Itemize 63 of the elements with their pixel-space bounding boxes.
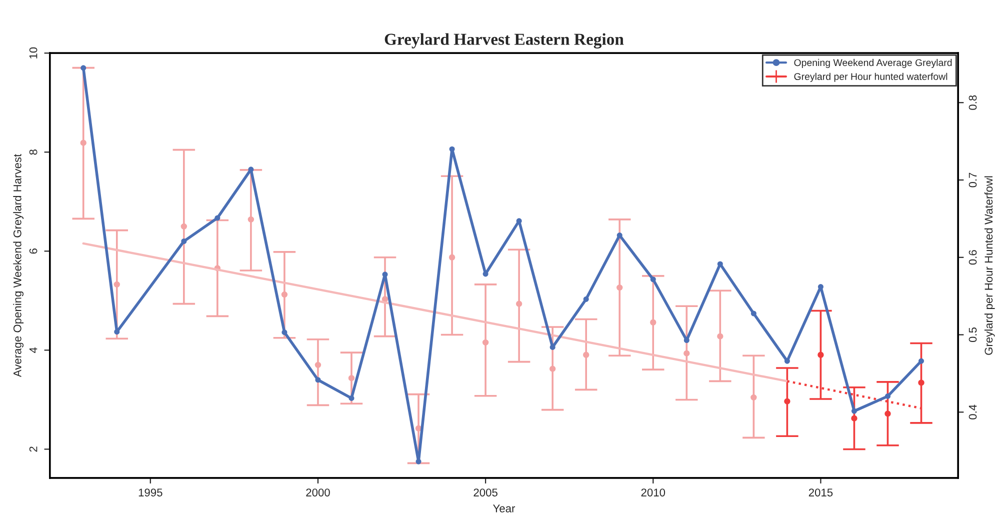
point bbox=[248, 216, 254, 223]
point bbox=[415, 425, 422, 432]
point bbox=[784, 358, 790, 364]
point bbox=[918, 358, 924, 364]
point bbox=[918, 380, 924, 386]
point bbox=[616, 232, 622, 238]
y-axis-title: Average Opening Weekend Greylard Harvest bbox=[13, 154, 24, 378]
point bbox=[114, 281, 120, 288]
y-tick-label: 10 bbox=[29, 47, 38, 58]
point bbox=[818, 352, 824, 358]
y2-tick-label: 0.4 bbox=[968, 404, 977, 420]
point bbox=[181, 238, 187, 244]
y2-tick-label: 0.5 bbox=[968, 327, 977, 342]
point bbox=[180, 223, 188, 230]
point bbox=[884, 393, 891, 399]
point bbox=[382, 272, 388, 278]
point bbox=[448, 254, 456, 260]
point bbox=[282, 330, 288, 336]
point bbox=[750, 394, 757, 401]
point bbox=[449, 146, 455, 152]
y2-tick-label: 0.7 bbox=[968, 172, 977, 188]
point bbox=[684, 350, 690, 356]
point bbox=[582, 352, 590, 358]
point bbox=[650, 319, 656, 326]
y-tick-label: 2 bbox=[29, 446, 38, 452]
point bbox=[549, 366, 556, 372]
y2-tick-label: 0.8 bbox=[968, 95, 977, 110]
x-tick-label: 1995 bbox=[138, 488, 162, 496]
point bbox=[583, 296, 589, 302]
point bbox=[382, 296, 388, 302]
point bbox=[482, 339, 489, 346]
point bbox=[750, 310, 756, 316]
point bbox=[616, 284, 623, 291]
x-tick-label: 2010 bbox=[641, 488, 666, 496]
point bbox=[214, 215, 220, 221]
point bbox=[650, 276, 656, 282]
x-tick-label: 2015 bbox=[808, 488, 833, 496]
point bbox=[884, 410, 891, 417]
y-tick-label: 4 bbox=[29, 347, 38, 353]
point bbox=[281, 291, 288, 298]
x-axis-title: Year bbox=[493, 504, 516, 512]
point bbox=[416, 458, 422, 464]
point bbox=[315, 377, 321, 383]
point bbox=[348, 374, 355, 382]
y-tick-label: 6 bbox=[29, 248, 38, 254]
legend-label: Greylard per Hour hunted waterfowl bbox=[794, 72, 948, 82]
point bbox=[851, 408, 857, 414]
chart-title: Greylard Harvest Eastern Region bbox=[384, 33, 624, 48]
point bbox=[717, 333, 724, 340]
point bbox=[516, 300, 522, 307]
point bbox=[784, 398, 790, 404]
y2-axis-title: Greylard per Hour Hunted Waterfowl bbox=[984, 176, 995, 355]
point bbox=[80, 140, 86, 146]
point bbox=[348, 395, 354, 401]
x-tick-label: 2005 bbox=[474, 488, 498, 496]
legend-label: Opening Weekend Average Greylard bbox=[794, 58, 952, 68]
y2-tick-label: 0.6 bbox=[968, 250, 977, 265]
point bbox=[314, 362, 322, 368]
x-tick-label: 2000 bbox=[306, 488, 330, 496]
y-tick-label: 8 bbox=[29, 150, 38, 155]
point bbox=[114, 329, 120, 335]
point bbox=[80, 65, 86, 71]
point bbox=[851, 415, 858, 422]
